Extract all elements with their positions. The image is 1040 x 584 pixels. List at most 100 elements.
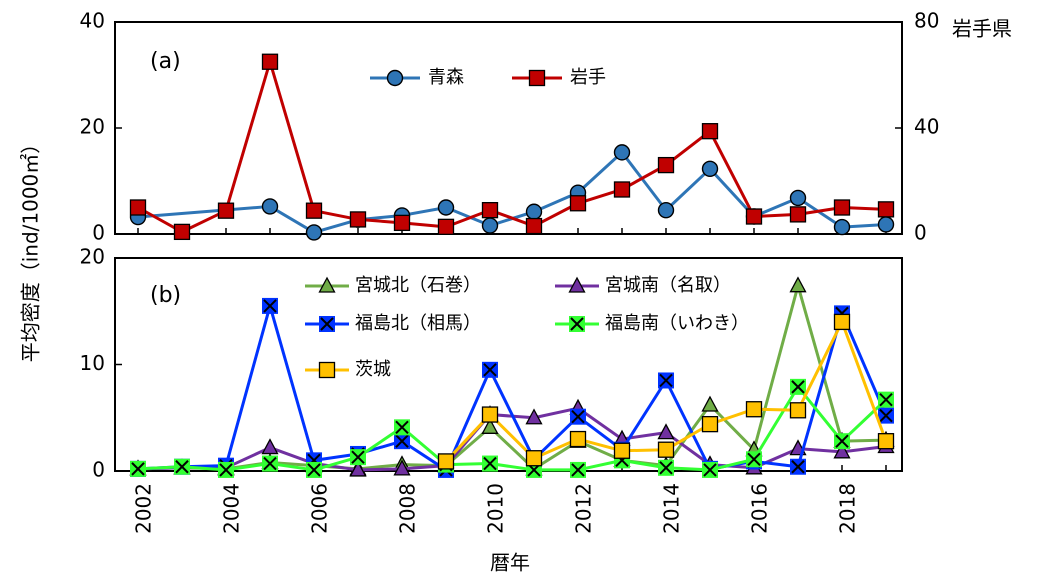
b-series-2-point-2017-x bbox=[791, 460, 805, 474]
b-series-2-point-2010 bbox=[482, 361, 498, 378]
a-series-0-line bbox=[137, 150, 887, 234]
a-y2-tick-label-40: 40 bbox=[914, 115, 939, 139]
b-legend-item-3: 福島南（いわき） bbox=[555, 313, 749, 334]
a-series-1-point-2003 bbox=[173, 223, 191, 241]
b-legend-marker-1 bbox=[568, 276, 586, 293]
b-series-0 bbox=[129, 276, 895, 476]
b-series-3-point-2015 bbox=[702, 461, 718, 478]
b-series-0-point-2017 bbox=[789, 276, 807, 293]
b-series-3-point-2004 bbox=[218, 461, 234, 478]
b-series-4-point-2019 bbox=[877, 433, 895, 450]
a-series-0-point-2005 bbox=[261, 198, 279, 215]
b-series-3-point-2015-x bbox=[703, 463, 717, 477]
b-legend-label-0: 宮城北（石巻） bbox=[355, 275, 481, 296]
panel-a-frame bbox=[114, 21, 903, 235]
a-series-0-point-2011 bbox=[525, 203, 543, 220]
x-tick-label-2004: 2004 bbox=[220, 483, 244, 534]
b-series-3-point-2003-x bbox=[175, 460, 189, 474]
a-series-0-point-2014 bbox=[657, 201, 675, 219]
a-series-0-point-2015 bbox=[701, 160, 719, 178]
a-series-1-point-2019 bbox=[877, 201, 895, 218]
panel-b: (b) 0 10 20 2002 2004 2006 2008 2010 2012 2014 201… bbox=[80, 245, 903, 534]
b-series-2-point-2008-x bbox=[395, 434, 409, 448]
a-legend-item-1: 岩手 bbox=[512, 67, 606, 88]
a-series-0-point-2019 bbox=[877, 216, 895, 233]
b-series-2-point-2019 bbox=[878, 407, 894, 424]
panel-a-axes: 0 20 40 0 40 80 bbox=[80, 9, 940, 245]
b-series-3-point-2010-x bbox=[483, 456, 497, 471]
panel-a-legend: 青森 岩手 bbox=[370, 67, 606, 88]
b-series-3-point-2016 bbox=[746, 451, 762, 468]
a-series-1-point-2013 bbox=[613, 181, 631, 198]
x-tick-label-2012: 2012 bbox=[572, 483, 596, 534]
b-series-3-point-2002-x bbox=[131, 462, 145, 476]
panel-b-series bbox=[129, 276, 895, 478]
b-series-4-point-2010 bbox=[481, 406, 499, 423]
b-series-3-point-2005-x bbox=[263, 456, 277, 471]
b-series-2-point-2008 bbox=[394, 433, 410, 450]
b-legend-label-4: 茨城 bbox=[355, 359, 391, 380]
a-legend-item-0: 青森 bbox=[370, 67, 464, 88]
a-series-1-point-2016 bbox=[745, 208, 763, 225]
b-series-2-point-2005-x bbox=[263, 299, 277, 313]
b-series-3-point-2005 bbox=[262, 455, 278, 472]
b-series-3-point-2014-x bbox=[659, 461, 673, 475]
b-series-3-point-2016-x bbox=[747, 452, 761, 466]
panel-a-label: (a) bbox=[150, 49, 181, 74]
b-series-2-point-2012 bbox=[570, 408, 586, 425]
a-series-1-point-2004 bbox=[217, 202, 235, 219]
x-tick-label-2002: 2002 bbox=[132, 483, 156, 534]
b-series-3-point-2012-x bbox=[571, 463, 585, 477]
b-series-2-point-2010-x bbox=[483, 363, 497, 377]
a-series-1-point-2014 bbox=[657, 156, 675, 174]
b-series-2-point-2019-x bbox=[879, 408, 893, 423]
a-y2-tick-label-80: 80 bbox=[914, 9, 939, 33]
b-legend-marker-3-x bbox=[570, 317, 584, 331]
b-series-4-point-2009 bbox=[437, 453, 455, 470]
b-legend-marker-0 bbox=[318, 276, 336, 293]
a-legend-label-1: 岩手 bbox=[570, 67, 606, 88]
b-series-2 bbox=[130, 297, 894, 478]
b-series-2-point-2005 bbox=[262, 297, 278, 314]
b-series-3-point-2006 bbox=[306, 461, 322, 478]
a-series-1-point-2007 bbox=[349, 211, 367, 228]
panel-b-axes: 0 10 20 2002 2004 2006 2008 2010 2012 2014 2016 201… bbox=[80, 245, 887, 534]
b-series-1-point-2014 bbox=[657, 423, 675, 440]
b-series-3-point-2017 bbox=[790, 378, 806, 395]
a-series-1-line bbox=[137, 60, 887, 234]
panel-b-legend: 宮城北（石巻） 宮城南（名取） 福島北（相馬） 福島南（いわき） 茨城 bbox=[305, 275, 749, 380]
b-series-3-point-2003 bbox=[174, 458, 190, 475]
b-series-2-point-2012-x bbox=[571, 409, 585, 424]
b-series-4-point-2013 bbox=[613, 442, 631, 459]
b-series-1-point-2007 bbox=[349, 460, 367, 477]
a-series-1-point-2002 bbox=[129, 199, 147, 216]
b-series-1-point-2018 bbox=[833, 442, 851, 459]
b-series-0-point-2010 bbox=[481, 417, 499, 434]
a-series-1-point-2006 bbox=[305, 202, 323, 219]
a-series-0-point-2006 bbox=[305, 224, 323, 241]
b-series-1-point-2005 bbox=[261, 438, 279, 455]
x-tick-label-2008: 2008 bbox=[396, 483, 420, 534]
b-series-3-point-2018-x bbox=[835, 434, 849, 448]
b-legend-label-3: 福島南（いわき） bbox=[605, 313, 749, 334]
a-legend-marker-1 bbox=[528, 69, 546, 87]
b-y-tick-label-0: 0 bbox=[92, 458, 105, 482]
a-y-tick-label-40: 40 bbox=[80, 9, 105, 33]
a-series-0-point-2018 bbox=[833, 218, 851, 236]
b-legend-marker-4 bbox=[318, 361, 336, 379]
b-series-3-point-2012 bbox=[570, 461, 586, 478]
x-tick-label-2014: 2014 bbox=[660, 483, 684, 534]
x-tick-label-2016: 2016 bbox=[748, 483, 772, 534]
b-series-3-point-2019 bbox=[878, 391, 894, 408]
b-series-3-point-2014 bbox=[658, 459, 674, 476]
b-series-4-point-2016 bbox=[745, 401, 763, 418]
a-series-1-point-2017 bbox=[789, 206, 807, 223]
a-series-1-point-2005 bbox=[261, 53, 279, 70]
b-series-1-point-2008 bbox=[393, 459, 411, 476]
b-series-3-point-2010 bbox=[482, 455, 498, 472]
b-series-3-point-2007 bbox=[350, 449, 366, 466]
b-series-4 bbox=[437, 313, 895, 470]
a-series-1-point-2011 bbox=[525, 217, 543, 235]
x-axis-title: 暦年 bbox=[490, 551, 530, 575]
a-series-1-point-2018 bbox=[833, 199, 851, 216]
